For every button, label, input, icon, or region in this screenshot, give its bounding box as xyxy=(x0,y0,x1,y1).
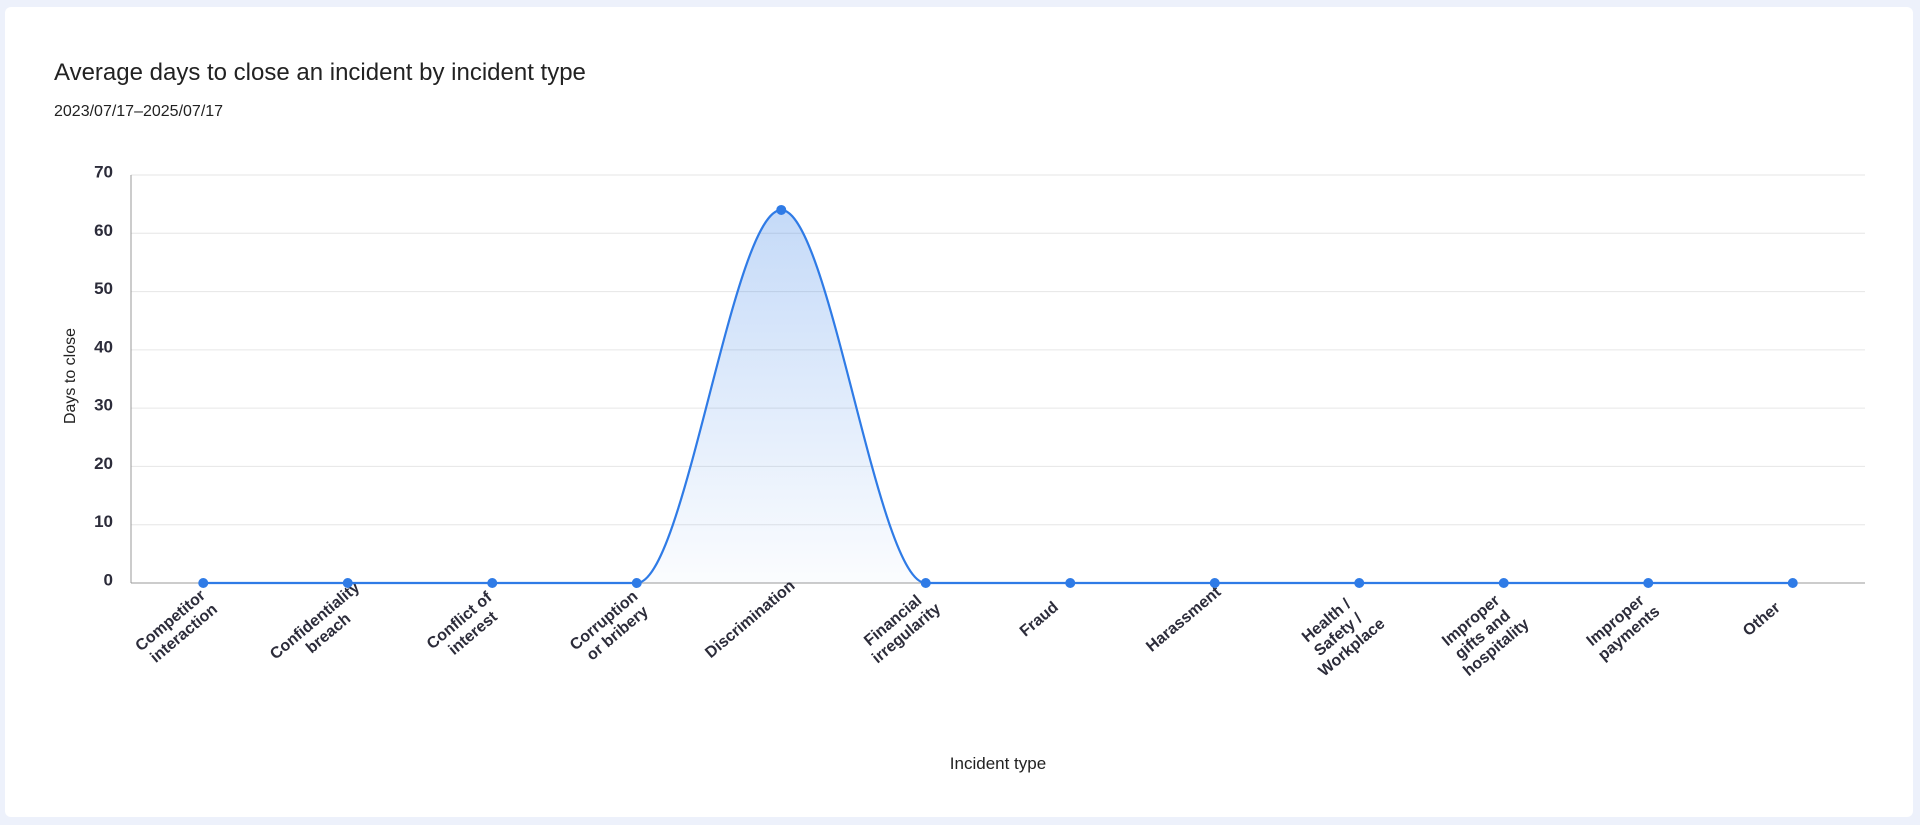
line xyxy=(203,208,1793,585)
point xyxy=(631,578,642,588)
y-tick-label: 70 xyxy=(94,162,113,181)
point xyxy=(1209,578,1220,588)
point xyxy=(1354,578,1365,588)
y-tick-label: 10 xyxy=(94,512,113,531)
point xyxy=(198,578,209,588)
x-tick-label: Conflict of interest xyxy=(424,586,511,667)
point xyxy=(487,578,498,588)
x-tick-label: Health / Safety / Workplace xyxy=(1292,587,1388,680)
point xyxy=(1643,578,1654,588)
chart-subtitle: 2023/07/17–2025/07/17 xyxy=(54,103,223,120)
point xyxy=(920,578,931,588)
area xyxy=(203,209,1793,583)
label-line: Harassment xyxy=(1143,583,1225,655)
point xyxy=(1787,578,1798,588)
x-tick-label: Corruption or bribery xyxy=(567,585,656,668)
point xyxy=(1065,578,1076,588)
y-tick-label: 50 xyxy=(94,279,113,298)
x-tick-label: Financial irregularity xyxy=(857,586,944,667)
chart-card xyxy=(5,7,1913,817)
label-line: Other xyxy=(1740,599,1784,639)
y-axis-title: Days to close xyxy=(62,328,79,424)
y-tick-label: 60 xyxy=(94,221,113,240)
x-tick-label: Improper payments xyxy=(1583,589,1663,664)
x-axis-title: Incident type xyxy=(950,754,1046,773)
y-tick-label: 40 xyxy=(94,337,113,356)
y-tick-label: 0 xyxy=(104,570,113,589)
label-line: Discrimination xyxy=(702,577,798,661)
x-tick-label: Improper gifts and hospitality xyxy=(1437,587,1533,680)
x-tick-label: Fraud xyxy=(1017,599,1062,641)
x-tick-label: Discrimination xyxy=(702,577,798,661)
label-line: Fraud xyxy=(1017,599,1062,641)
chart-title: Average days to close an incident by inc… xyxy=(54,59,586,86)
x-tick-label: Harassment xyxy=(1143,583,1225,655)
point xyxy=(342,578,353,588)
y-tick-label: 30 xyxy=(94,396,113,415)
x-tick-label: Competitor interaction xyxy=(133,584,225,669)
point xyxy=(776,204,787,215)
point xyxy=(1498,578,1509,588)
x-tick-label: Other xyxy=(1740,599,1784,639)
x-tick-label: Confidentiality breach xyxy=(267,576,378,677)
y-tick-label: 20 xyxy=(94,454,113,473)
